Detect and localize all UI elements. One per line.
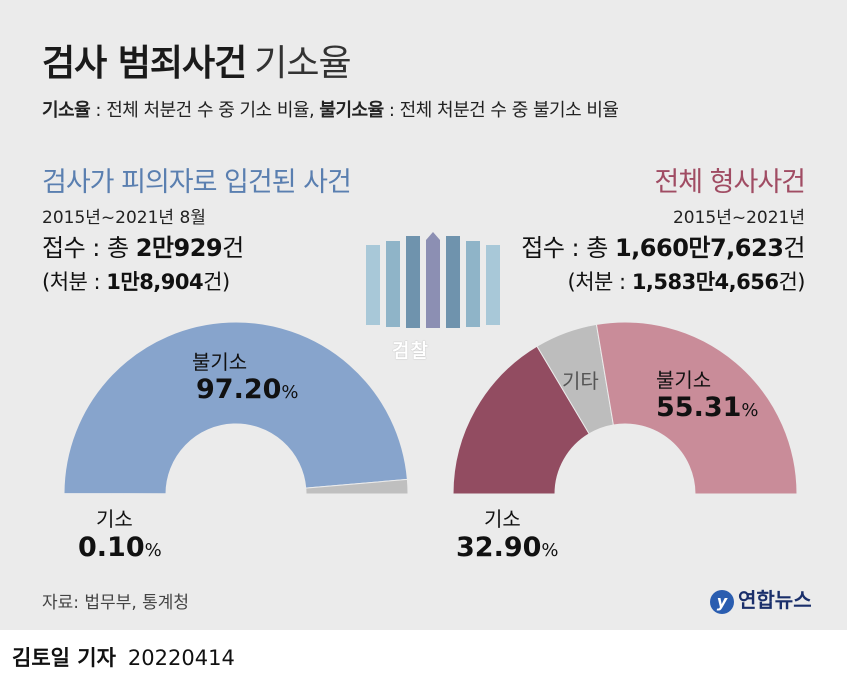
emblem-center-bar (426, 232, 440, 328)
left-handled-suffix: 건) (203, 270, 230, 294)
right-nonindict-number: 55.31 (656, 392, 742, 423)
right-handled-prefix: (처분 : (567, 270, 632, 294)
left-receipt-prefix: 접수 : 총 (42, 234, 136, 262)
def1-term: 기소율 (42, 100, 91, 121)
left-indict-value: 0.10% (78, 532, 162, 563)
title-bold: 검사 범죄사건 (42, 43, 247, 84)
emblem-bar (466, 241, 480, 327)
emblem-bar (386, 241, 400, 327)
right-other-label: 기타 (562, 369, 599, 393)
left-indict-label: 기소 (96, 507, 133, 531)
left-handled-prefix: (처분 : (42, 270, 107, 294)
byline: 김토일 기자 20220414 (12, 642, 235, 672)
logo-text: 연합뉴스 (738, 588, 812, 612)
right-nonindict-value: 55.31% (656, 392, 759, 423)
publish-date: 20220414 (127, 646, 235, 670)
left-nonindict-value: 97.20% (196, 374, 299, 405)
right-receipt-prefix: 접수 : 총 (521, 234, 615, 262)
right-indict-value: 32.90% (456, 532, 559, 563)
left-receipt: 접수 : 총 2만929건 (42, 228, 244, 263)
right-indict-number: 32.90 (456, 532, 542, 563)
right-handled: (처분 : 1,583만4,656건) (567, 266, 806, 296)
definitions: 기소율 : 전체 처분건 수 중 기소 비율, 불기소율 : 전체 처분건 수 … (42, 96, 619, 122)
left-semi-donut (63, 321, 409, 495)
left-receipt-value: 2만929 (135, 234, 223, 262)
right-handled-suffix: 건) (778, 270, 805, 294)
emblem-bar (446, 236, 460, 328)
emblem-label: 검찰 (392, 340, 429, 362)
slice-불기소 (595, 321, 798, 495)
def2-term: 불기소율 (319, 100, 384, 121)
left-nonindict-unit: % (281, 382, 299, 403)
slice-remainder (305, 478, 409, 495)
left-nonindict-label: 불기소 (192, 350, 248, 374)
slice-기소 (452, 345, 590, 495)
right-receipt: 접수 : 총 1,660만7,623건 (521, 228, 805, 263)
right-period: 2015년~2021년 (672, 208, 805, 228)
emblem-bar (406, 236, 420, 328)
right-indict-unit: % (541, 540, 559, 561)
def1-text: : 전체 처분건 수 중 기소 비율, (90, 100, 320, 121)
def2-text: : 전체 처분건 수 중 불기소 비율 (383, 100, 619, 121)
emblem-bar (366, 245, 380, 325)
left-indict-number: 0.10 (78, 532, 145, 563)
left-handled-value: 1만8,904 (106, 270, 204, 294)
yonhap-logo: y 연합뉴스 (710, 584, 812, 614)
slice-불기소 (63, 321, 408, 495)
page-title: 검사 범죄사건 기소율 (42, 34, 352, 86)
prosecution-emblem-icon (366, 232, 500, 328)
reporter-name: 김토일 기자 (12, 646, 116, 670)
charts-canvas (63, 232, 798, 495)
title-light: 기소율 (254, 43, 351, 84)
right-semi-donut (452, 321, 798, 495)
right-receipt-value: 1,660만7,623 (614, 234, 784, 262)
right-receipt-suffix: 건 (783, 234, 805, 262)
left-chart-title: 검사가 피의자로 입건된 사건 (42, 167, 352, 198)
yonhap-logo-icon: y (710, 589, 734, 614)
right-chart-title: 전체 형사사건 (654, 167, 806, 198)
right-handled-value: 1,583만4,656 (631, 270, 779, 294)
right-nonindict-label: 불기소 (656, 368, 712, 392)
right-indict-label: 기소 (484, 507, 521, 531)
left-nonindict-number: 97.20 (196, 374, 282, 405)
emblem-bar (486, 245, 500, 325)
source-note: 자료: 법무부, 통계청 (42, 593, 190, 613)
left-receipt-suffix: 건 (222, 234, 244, 262)
left-period: 2015년~2021년 8월 (42, 208, 206, 228)
left-indict-unit: % (144, 540, 162, 561)
right-nonindict-unit: % (741, 400, 759, 421)
left-handled: (처분 : 1만8,904건) (42, 266, 230, 296)
infographic-panel (0, 0, 847, 630)
